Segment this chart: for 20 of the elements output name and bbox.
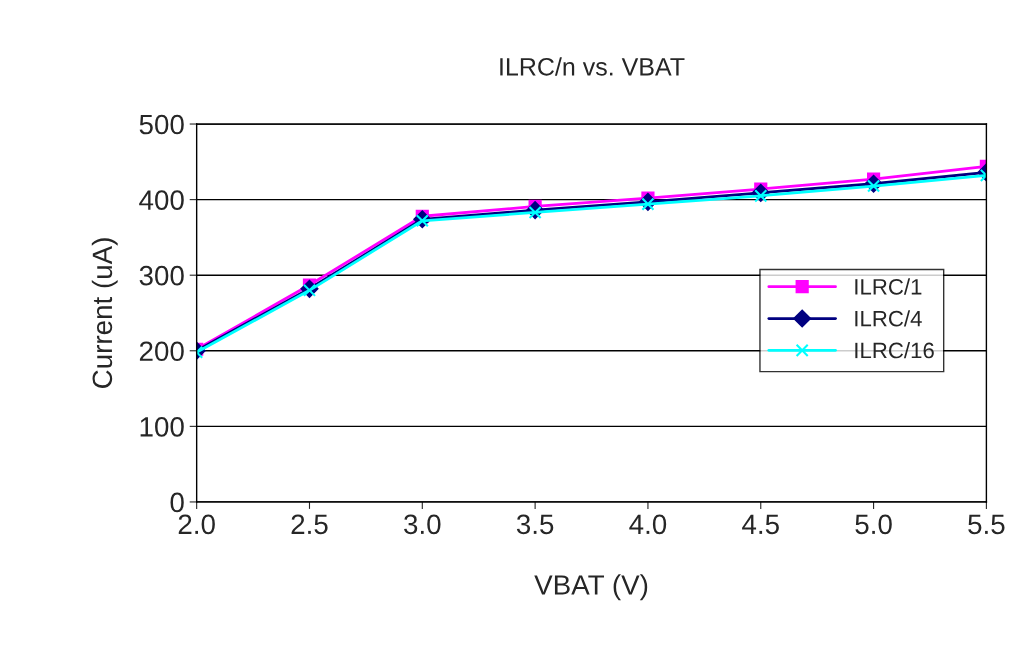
x-tick-label: 5.0 <box>855 514 892 535</box>
legend-label: ILRC/1 <box>855 278 922 295</box>
y-tick-label: 300 <box>139 265 184 286</box>
x-tick-label: 2.5 <box>291 514 328 535</box>
x-tick-label: 5.5 <box>968 514 1005 535</box>
x-tick-label: 2.0 <box>178 514 215 535</box>
x-tick-label: 3.0 <box>404 514 441 535</box>
y-tick-label: 200 <box>139 341 184 362</box>
x-axis-title: VBAT (V) <box>534 574 648 601</box>
x-tick-label: 4.5 <box>742 514 779 535</box>
y-axis-title: Current (uA) <box>91 238 118 388</box>
x-tick-label: 4.0 <box>629 514 667 535</box>
y-tick-label: 400 <box>139 190 184 210</box>
chart-title: ILRC/n vs. VBAT <box>500 57 685 76</box>
y-tick-label: 100 <box>140 417 184 437</box>
legend-label: ILRC/16 <box>855 342 934 359</box>
x-tick-label: 3.5 <box>516 514 554 535</box>
y-tick-label: 0 <box>170 492 184 513</box>
legend-label: ILRC/4 <box>855 310 922 327</box>
y-tick-label: 500 <box>139 114 184 135</box>
